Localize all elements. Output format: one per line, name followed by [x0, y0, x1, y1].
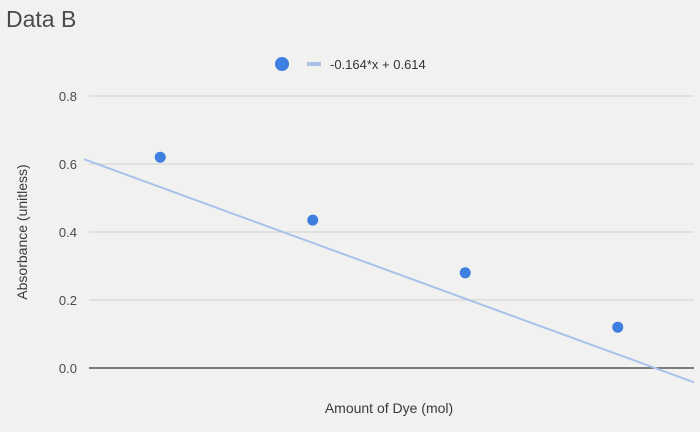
trendline-group	[83, 158, 695, 384]
legend[interactable]: -0.164*x + 0.614	[275, 57, 426, 72]
y-tick-label: 0.8	[59, 89, 77, 104]
y-axis-title: Absorbance (unitless)	[14, 164, 30, 299]
y-tick-label: 0.6	[59, 157, 77, 172]
data-point	[459, 267, 471, 279]
y-tick-label: 0.4	[59, 225, 77, 240]
data-point	[154, 151, 166, 163]
grid-lines	[89, 95, 694, 369]
y-tick-label: 0.2	[59, 293, 77, 308]
page-title: Data B	[6, 6, 77, 32]
x-axis-title: Amount of Dye (mol)	[325, 400, 453, 416]
legend-trendline-swatch	[307, 62, 321, 66]
data-point	[307, 214, 319, 226]
y-tick-label: 0.0	[59, 361, 77, 376]
trendline	[83, 158, 695, 384]
data-points	[154, 151, 624, 333]
legend-point-marker	[275, 57, 289, 71]
y-tick-labels: 0.0 0.2 0.4 0.6 0.8	[59, 89, 77, 376]
data-point	[612, 321, 624, 333]
legend-trendline-label: -0.164*x + 0.614	[330, 57, 426, 72]
